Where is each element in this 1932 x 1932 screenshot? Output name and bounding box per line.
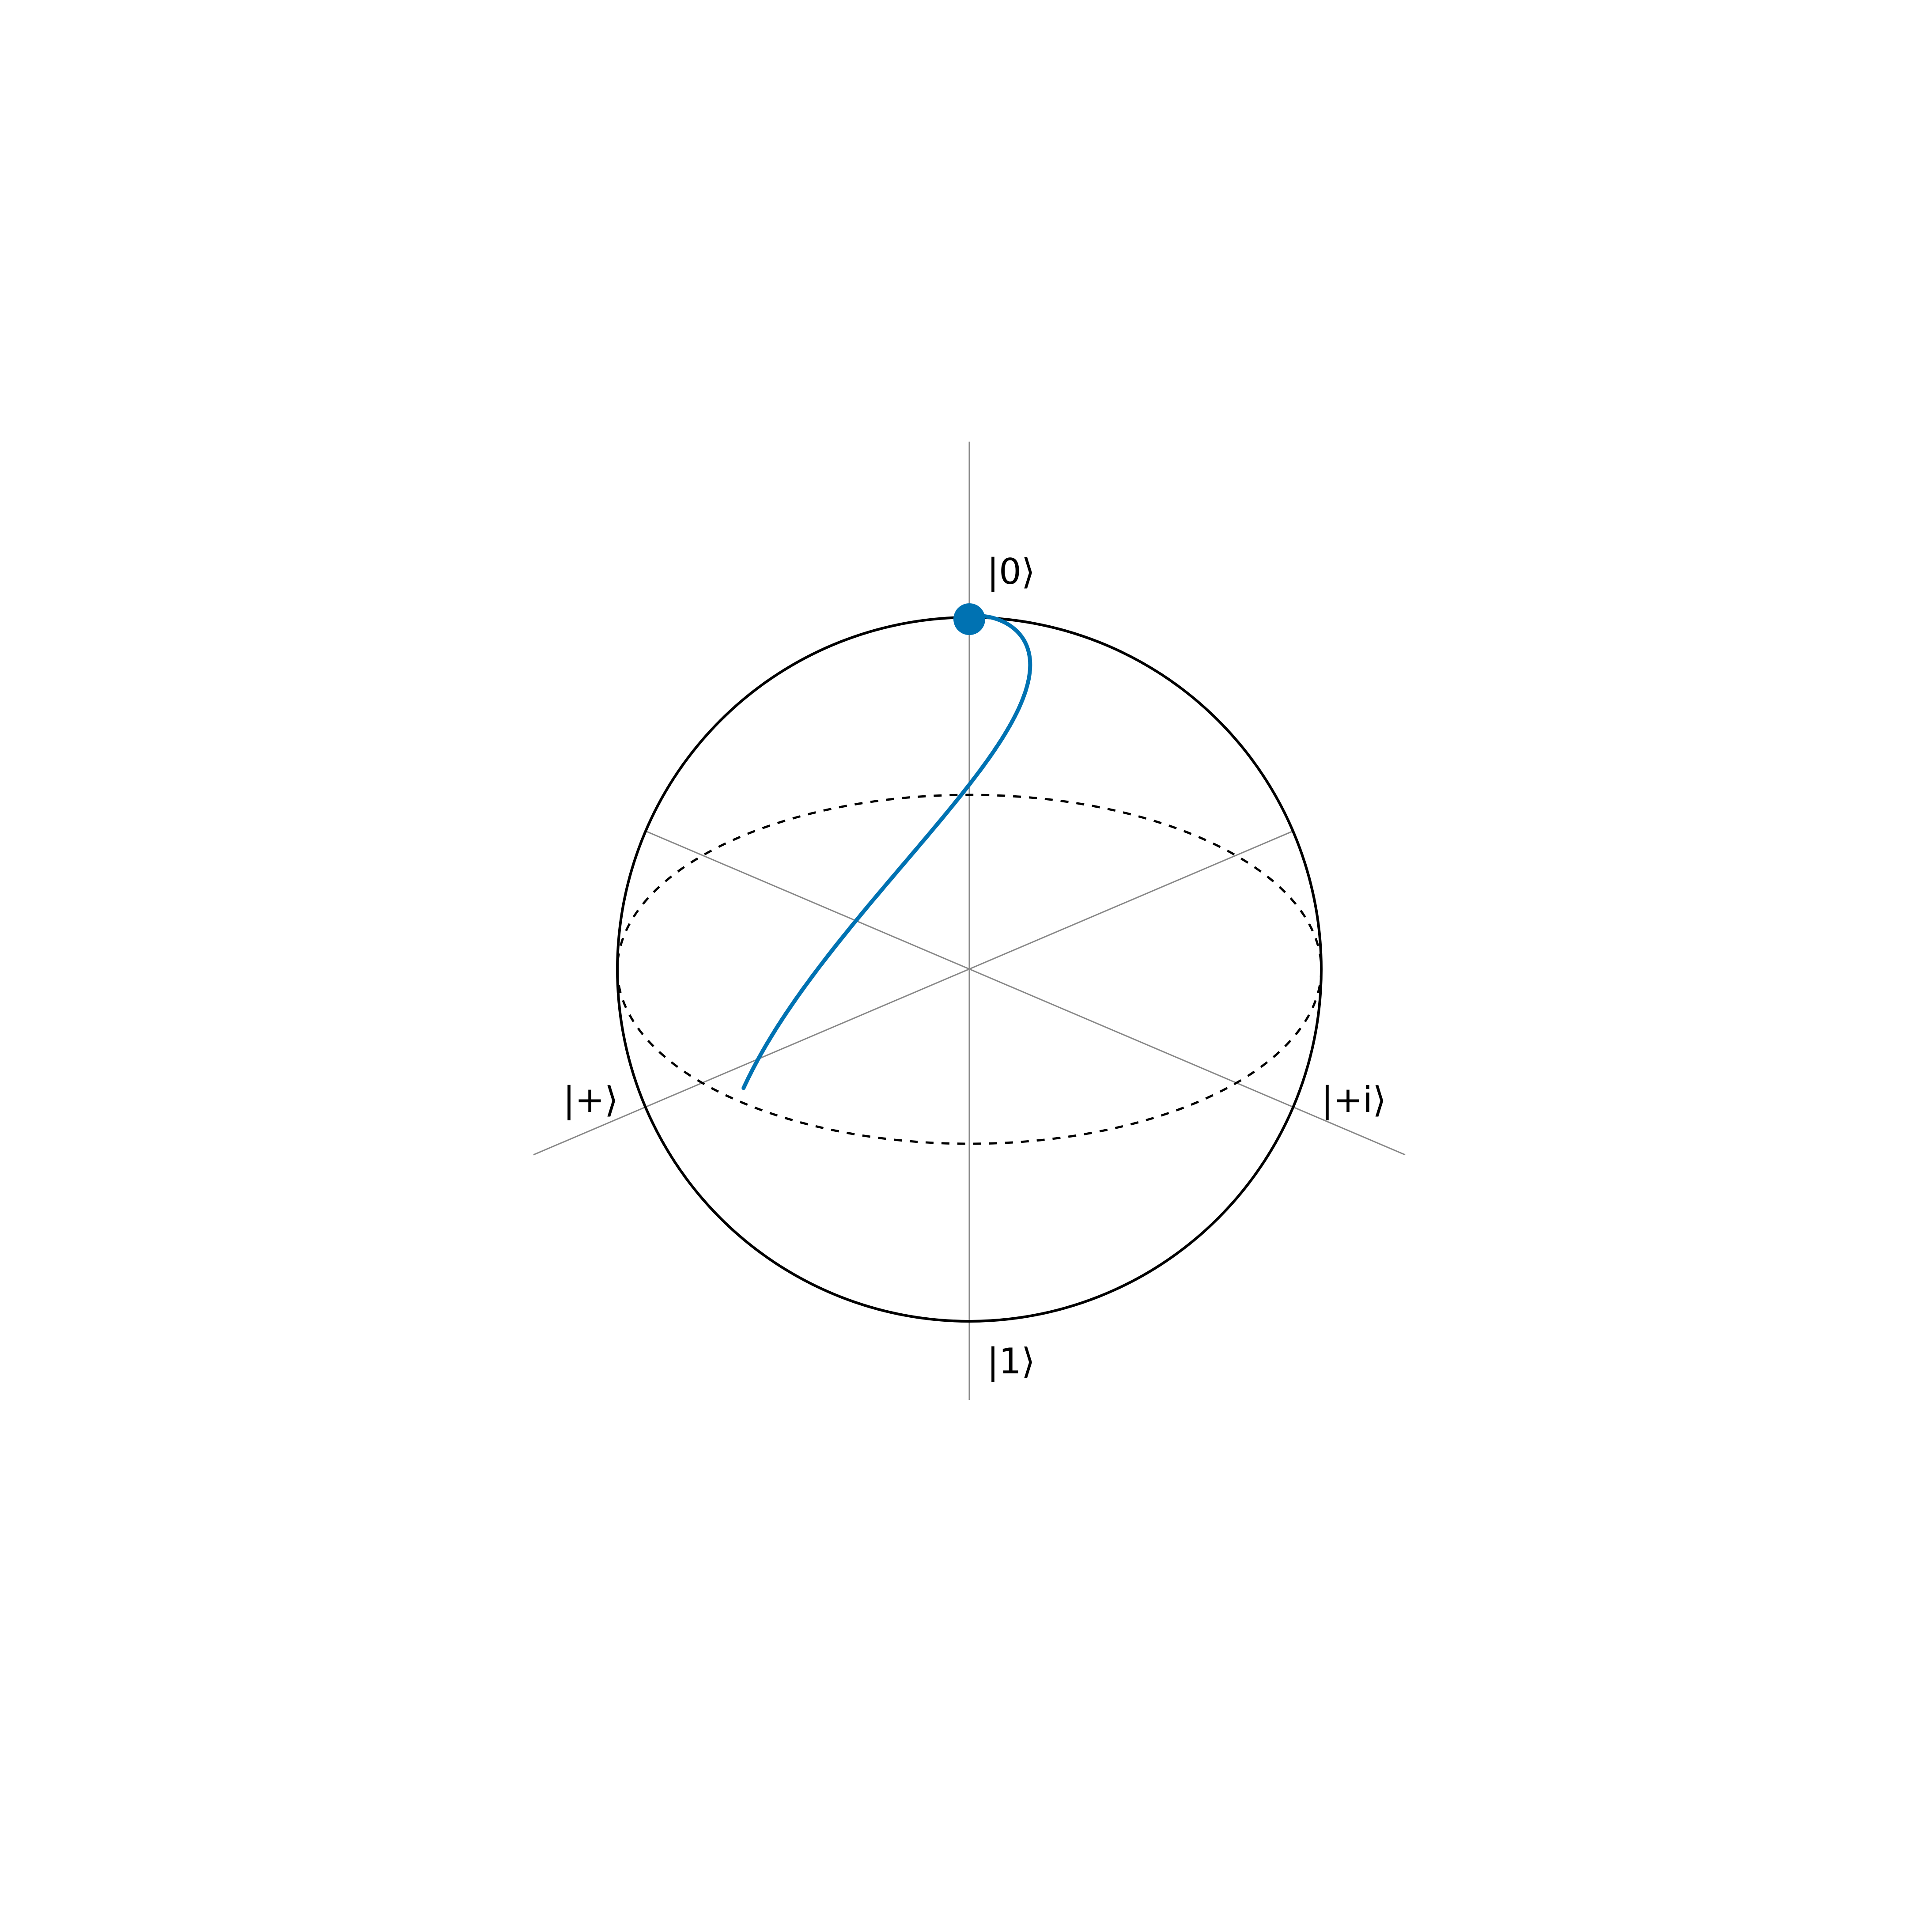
label-ket-1: |1⟩ [987, 1341, 1035, 1382]
trajectory-end-marker [953, 603, 985, 635]
label-ket-plus: |+⟩ [563, 1079, 618, 1121]
x-axis [533, 830, 1293, 1156]
y-axis [645, 830, 1406, 1156]
label-ket-plus-i: |+i⟩ [1321, 1079, 1386, 1121]
label-ket-0: |0⟩ [987, 551, 1035, 593]
